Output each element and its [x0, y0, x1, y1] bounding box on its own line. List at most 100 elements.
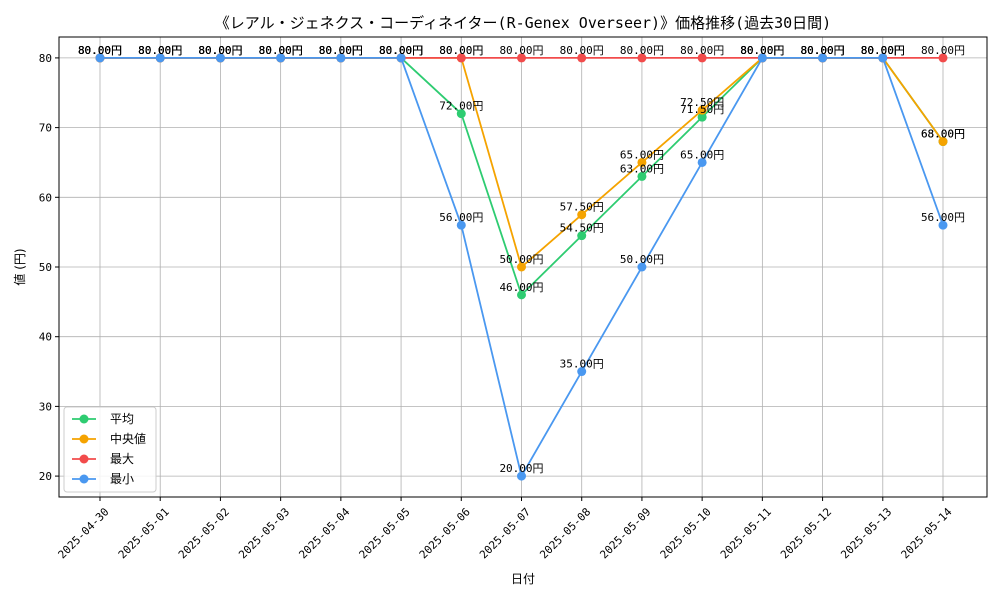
data-label: 56.00円: [439, 211, 483, 224]
data-point: [336, 53, 346, 63]
y-axis-label: 値 (円): [12, 248, 27, 285]
x-tick-label: 2025-05-11: [718, 505, 774, 561]
x-tick-label: 2025-05-01: [116, 505, 172, 561]
x-tick-label: 2025-05-12: [778, 505, 834, 561]
data-label: 80.00円: [801, 44, 845, 57]
data-label: 80.00円: [740, 44, 784, 57]
data-point: [155, 53, 165, 63]
data-label: 80.00円: [319, 44, 363, 57]
data-label: 68.00円: [921, 128, 965, 141]
data-label: 80.00円: [861, 44, 905, 57]
data-point: [456, 53, 466, 63]
legend-box: [63, 406, 157, 493]
data-point: [396, 53, 406, 63]
x-tick-label: 2025-05-13: [838, 505, 894, 561]
data-label: 80.00円: [861, 44, 905, 57]
data-label: 20.00円: [499, 462, 543, 475]
data-label: 57.50円: [560, 201, 604, 214]
data-point: [637, 157, 647, 167]
data-label: 80.00円: [78, 44, 122, 57]
data-point: [757, 53, 767, 63]
data-point: [517, 290, 526, 300]
data-label: 56.00円: [921, 211, 965, 224]
data-point: [517, 53, 526, 63]
series-最小: [95, 53, 948, 481]
data-label: 80.00円: [439, 44, 483, 57]
data-label: 80.00円: [319, 44, 363, 57]
data-label: 72.00円: [439, 100, 483, 113]
data-label: 65.00円: [620, 148, 664, 161]
data-point: [697, 157, 707, 167]
data-label: 80.00円: [680, 44, 724, 57]
x-tick-label: 2025-05-10: [658, 505, 714, 561]
x-tick-label: 2025-05-03: [236, 505, 292, 561]
data-point: [276, 53, 286, 63]
data-label: 80.00円: [78, 44, 122, 57]
data-label: 80.00円: [439, 44, 483, 57]
data-point: [577, 53, 587, 63]
legend-label: 中央値: [110, 431, 146, 446]
x-tick-label: 2025-05-08: [537, 505, 593, 561]
data-label: 80.00円: [138, 44, 182, 57]
data-point: [215, 53, 225, 63]
y-axis-ticks: 20 30 40 50 60 70 80: [39, 52, 59, 483]
x-tick-label: 2025-04-30: [56, 505, 112, 561]
x-axis-ticks: 2025-04-30 2025-05-01 2025-05-02 2025-05-03…: [56, 497, 955, 561]
y-tick-label: 20: [39, 470, 52, 483]
data-label: 80.00円: [379, 44, 423, 57]
data-label: 50.00円: [499, 253, 543, 266]
data-label: 65.00円: [680, 148, 724, 161]
data-label: 54.50円: [560, 222, 604, 235]
data-label: 72.50円: [680, 96, 724, 109]
data-label: 80.00円: [379, 44, 423, 57]
data-point: [697, 112, 707, 122]
data-point: [637, 53, 647, 63]
data-label: 80.00円: [198, 44, 242, 57]
data-point: [456, 220, 466, 230]
data-point: [577, 367, 587, 377]
y-tick-label: 60: [39, 191, 52, 204]
data-label: 80.00円: [259, 44, 303, 57]
legend-swatch-marker: [79, 474, 89, 484]
legend-label: 最大: [110, 452, 134, 466]
data-point: [878, 53, 888, 63]
data-label: 80.00円: [259, 44, 303, 57]
data-point: [697, 105, 707, 115]
data-label: 80.00円: [379, 44, 423, 57]
chart-title: 《レアル・ジェネクス・コーディネイター(R-Genex Overseer)》価格…: [215, 14, 831, 32]
series-layer: [95, 53, 948, 481]
data-label: 68.00円: [921, 128, 965, 141]
data-point: [517, 471, 526, 481]
data-point: [938, 220, 948, 230]
data-label: 80.00円: [198, 44, 242, 57]
data-label: 80.00円: [78, 44, 122, 57]
data-label: 80.00円: [78, 44, 122, 57]
data-label: 80.00円: [319, 44, 363, 57]
data-point: [938, 137, 948, 147]
data-label: 80.00円: [499, 44, 543, 57]
data-label: 80.00円: [921, 44, 965, 57]
x-tick-label: 2025-05-04: [296, 505, 352, 561]
legend-swatch-marker: [79, 414, 89, 424]
data-label: 80.00円: [801, 44, 845, 57]
data-label: 50.00円: [620, 253, 664, 266]
data-label: 80.00円: [379, 44, 423, 57]
data-label: 80.00円: [259, 44, 303, 57]
x-axis-label: 日付: [511, 572, 535, 586]
data-label: 80.00円: [801, 44, 845, 57]
data-point: [818, 53, 828, 63]
legend-swatch-marker: [79, 434, 89, 444]
data-point: [456, 109, 466, 119]
data-label: 80.00円: [138, 44, 182, 57]
data-point: [517, 262, 526, 272]
data-label: 80.00円: [198, 44, 242, 57]
y-tick-label: 40: [39, 331, 52, 344]
data-label: 46.00円: [499, 281, 543, 294]
data-point: [95, 53, 105, 63]
y-tick-label: 50: [39, 261, 52, 274]
data-label: 80.00円: [740, 44, 784, 57]
data-label: 63.00円: [620, 162, 664, 175]
legend-label: 最小: [110, 472, 134, 486]
x-tick-label: 2025-05-07: [477, 505, 533, 561]
